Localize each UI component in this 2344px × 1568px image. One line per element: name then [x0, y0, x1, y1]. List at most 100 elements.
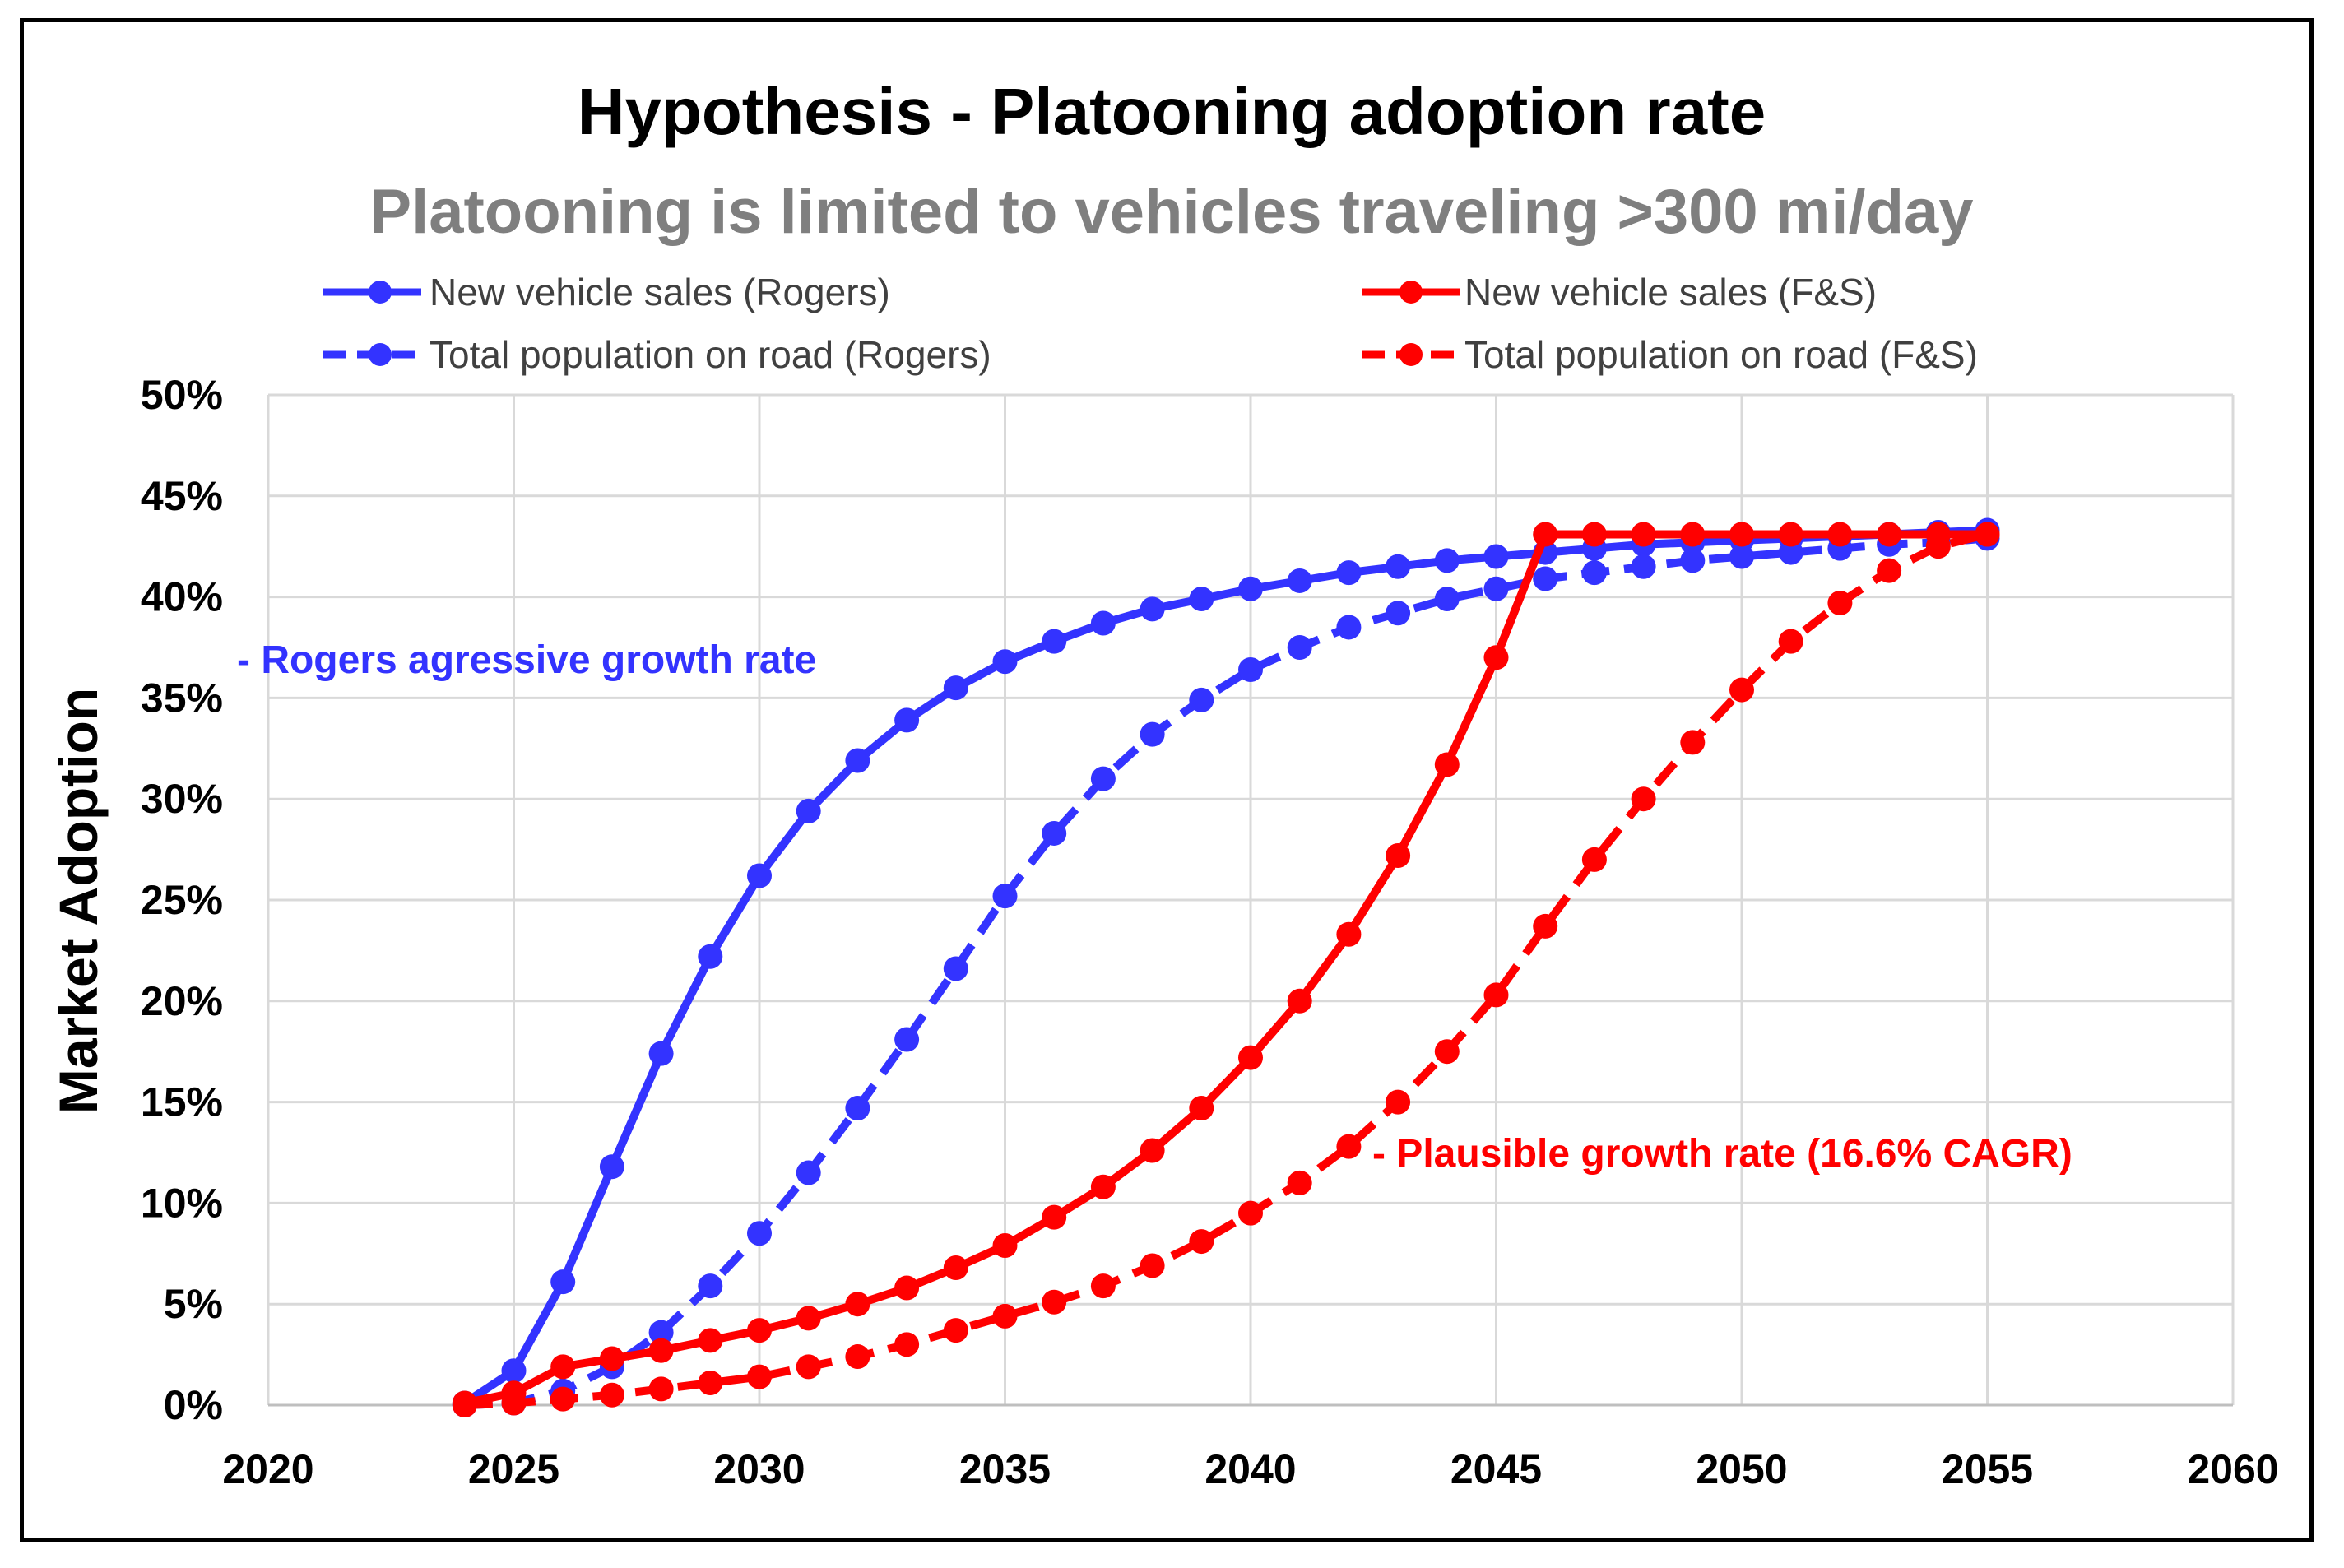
data-point	[1090, 610, 1116, 636]
data-point	[698, 1370, 723, 1395]
data-point	[648, 1376, 674, 1402]
data-point	[1483, 544, 1509, 569]
data-point	[1386, 601, 1411, 626]
data-point	[1042, 1204, 1067, 1230]
data-point	[796, 798, 821, 823]
data-point	[1975, 522, 2000, 547]
data-point	[747, 1221, 772, 1246]
data-point	[1434, 752, 1460, 777]
data-point	[648, 1320, 674, 1345]
data-point	[1631, 554, 1656, 579]
series-3	[452, 522, 2000, 1417]
data-point	[1386, 554, 1411, 579]
legend-label: Total population on road (Rogers)	[429, 333, 991, 376]
legend-item-fs-sales: New vehicle sales (F&S)	[1362, 271, 1877, 313]
data-point	[1877, 522, 1902, 547]
chart-title: Hypothesis - Platooning adoption rate	[578, 75, 1766, 148]
data-point	[845, 1095, 870, 1120]
data-point	[648, 1338, 674, 1363]
data-point	[845, 1344, 870, 1370]
data-point	[943, 1255, 968, 1280]
legend-item-rogers-sales: New vehicle sales (Rogers)	[323, 271, 890, 313]
data-point	[648, 1041, 674, 1066]
data-point	[845, 1292, 870, 1317]
data-point	[1680, 522, 1706, 547]
data-point	[894, 1332, 920, 1357]
data-point	[1483, 645, 1509, 670]
legend-item-fs-population: Total population on road (F&S)	[1362, 333, 1978, 376]
data-point	[599, 1382, 624, 1408]
x-tick-label: 2030	[713, 1446, 805, 1492]
legend-label: Total population on road (F&S)	[1464, 333, 1978, 376]
data-point	[1729, 522, 1754, 547]
data-point	[501, 1390, 527, 1416]
data-point	[747, 1318, 772, 1343]
legend-label: New vehicle sales (F&S)	[1464, 271, 1877, 313]
data-point	[1827, 590, 1853, 615]
x-tick-label: 2045	[1450, 1446, 1542, 1492]
data-point	[1533, 522, 1558, 547]
data-point	[845, 748, 870, 773]
data-point	[1925, 534, 1951, 559]
data-point	[1581, 560, 1607, 586]
data-point	[1140, 1253, 1165, 1278]
data-point	[894, 707, 920, 733]
data-point	[1042, 1289, 1067, 1315]
data-point	[992, 649, 1018, 675]
y-tick-label: 30%	[141, 776, 223, 822]
y-tick-label: 50%	[141, 372, 223, 418]
annotation-rogers: - Rogers agressive growth rate	[237, 638, 816, 682]
data-point	[1386, 1089, 1411, 1115]
data-point	[1877, 558, 1902, 583]
data-point	[1778, 629, 1803, 654]
y-tick-label: 0%	[164, 1382, 223, 1428]
data-point	[1140, 721, 1165, 747]
data-point	[894, 1027, 920, 1052]
data-point	[1386, 842, 1411, 868]
x-tick-label: 2055	[1942, 1446, 2033, 1492]
y-tick-label: 10%	[141, 1180, 223, 1226]
axes: 0% 5% 10% 15% 20% 25% 30% 35% 40% 45% 50% 2020 2025 2…	[141, 372, 2279, 1492]
data-point	[550, 1354, 576, 1380]
data-point	[1778, 540, 1803, 565]
data-point	[1729, 677, 1754, 703]
legend-marker	[369, 343, 392, 366]
data-point	[1090, 1273, 1116, 1299]
data-point	[1631, 786, 1656, 812]
data-point	[550, 1269, 576, 1295]
data-point	[1336, 560, 1362, 586]
data-point	[1189, 1229, 1214, 1255]
legend-marker	[1399, 343, 1423, 366]
data-point	[1140, 596, 1165, 622]
data-point	[1434, 1039, 1460, 1065]
data-point	[1090, 1174, 1116, 1199]
data-point	[943, 675, 968, 701]
data-point	[599, 1154, 624, 1180]
data-point	[1336, 1134, 1362, 1159]
data-point	[1483, 576, 1509, 601]
y-tick-label: 25%	[141, 877, 223, 923]
data-point	[1827, 522, 1853, 547]
legend-marker	[1399, 281, 1423, 304]
data-point	[1287, 568, 1312, 593]
data-point	[1090, 766, 1116, 791]
x-tick-label: 2035	[959, 1446, 1051, 1492]
series-line	[464, 530, 1989, 1409]
x-tick-label: 2025	[468, 1446, 559, 1492]
data-point	[1680, 730, 1706, 755]
y-tick-label: 15%	[141, 1079, 223, 1125]
data-point	[894, 1275, 920, 1301]
data-point	[1238, 657, 1263, 683]
data-point	[1189, 1095, 1214, 1120]
series-layer	[452, 517, 2000, 1417]
y-tick-label: 35%	[141, 675, 223, 721]
data-point	[992, 884, 1018, 909]
data-point	[796, 1354, 821, 1380]
data-point	[1631, 522, 1656, 547]
data-point	[1434, 548, 1460, 573]
data-point	[698, 1273, 723, 1299]
x-tick-label: 2040	[1204, 1446, 1296, 1492]
chart-subtitle: Platooning is limited to vehicles travel…	[369, 177, 1973, 247]
legend-marker	[369, 281, 392, 304]
